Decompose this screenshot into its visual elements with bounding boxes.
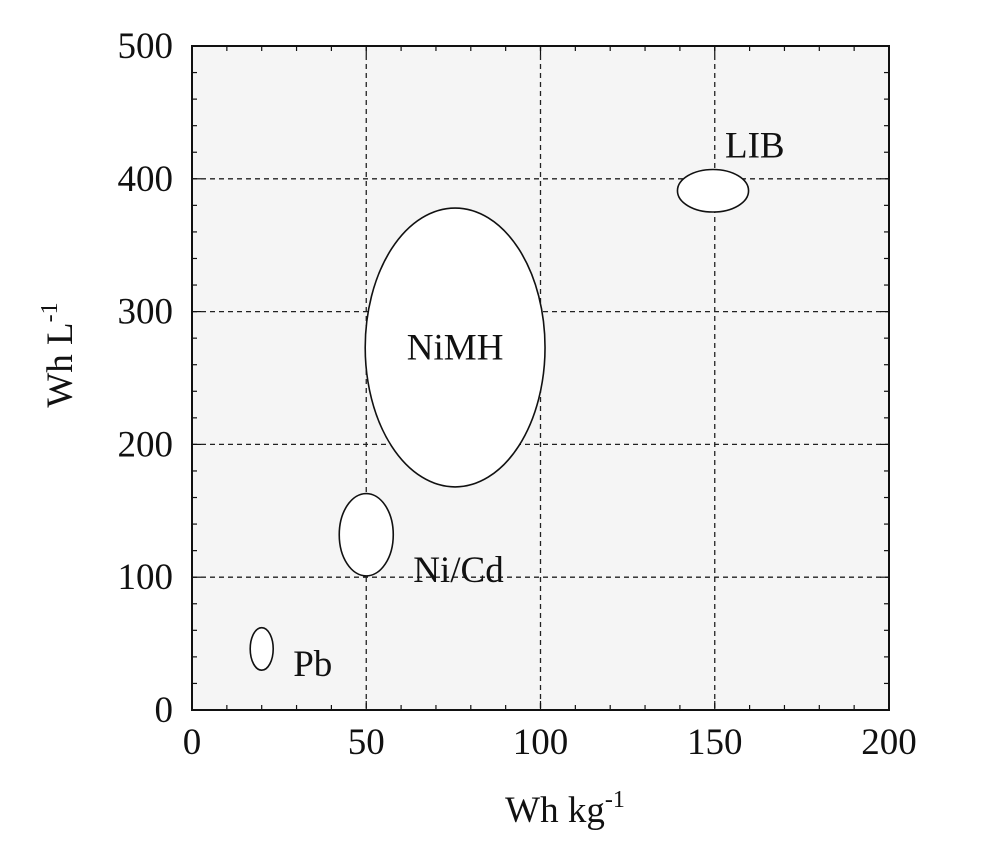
y-tick-label: 500: [118, 26, 174, 67]
region-ni-cd: [338, 492, 395, 577]
x-tick-label: 200: [861, 722, 917, 763]
y-tick-label: 100: [118, 557, 174, 598]
regions: Pb Ni/Cd NiMH LIB: [249, 126, 785, 685]
x-axis-title: Wh kg-1: [505, 787, 625, 831]
region-label: Pb: [293, 644, 332, 685]
x-tick-labels: 0 50 100 150 200: [183, 722, 917, 763]
y-tick-label: 0: [155, 690, 174, 731]
y-axis-title-text: Wh L: [40, 322, 81, 407]
x-tick-label: 150: [687, 722, 743, 763]
y-axis-title-sup: -1: [37, 302, 63, 322]
grid-lines: [192, 46, 889, 710]
y-tick-label: 200: [118, 424, 174, 465]
y-axis-title: Wh L-1: [37, 302, 81, 407]
x-axis-title-sup: -1: [605, 787, 625, 813]
y-tick-label: 400: [118, 159, 174, 200]
region-label: Ni/Cd: [413, 550, 504, 591]
region-pb: [249, 626, 275, 671]
y-tick-labels: 0 100 200 300 400 500: [118, 26, 174, 731]
plot-frame: [191, 45, 890, 711]
y-tick-label: 300: [118, 292, 174, 333]
x-tick-label: 0: [183, 722, 202, 763]
x-axis-title-text: Wh kg: [505, 790, 605, 831]
region-lib: [676, 168, 750, 213]
x-tick-label: 100: [513, 722, 569, 763]
region-label: LIB: [725, 126, 785, 167]
x-tick-label: 50: [348, 722, 385, 763]
region-nimh: [364, 207, 546, 488]
region-label: NiMH: [407, 327, 504, 368]
